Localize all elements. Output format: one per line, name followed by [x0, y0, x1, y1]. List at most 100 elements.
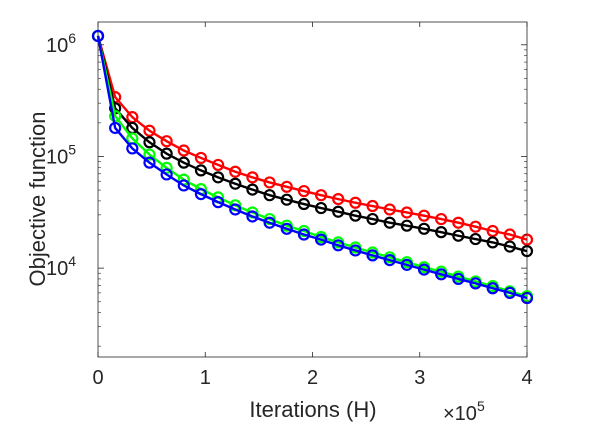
data-point-series-2 — [400, 219, 413, 232]
y-tick-label: 104 — [46, 253, 76, 280]
data-point-series-4 — [503, 286, 516, 299]
data-point-series-2 — [349, 209, 362, 222]
x-tick-label: 3 — [414, 367, 425, 389]
data-point-series-1 — [160, 135, 173, 148]
data-point-series-1 — [366, 199, 379, 213]
data-point-series-1 — [229, 165, 242, 178]
data-point-series-2 — [332, 205, 345, 218]
series-line-1 — [96, 35, 528, 241]
data-point-series-4 — [109, 121, 122, 135]
data-point-series-4 — [366, 249, 379, 262]
y-axis-label: Objective function — [25, 112, 50, 287]
data-point-series-2 — [503, 240, 516, 253]
plot-frame — [97, 21, 528, 358]
data-point-series-2 — [469, 232, 482, 246]
data-point-series-1 — [383, 203, 396, 216]
x-tick-label: 4 — [521, 367, 532, 389]
data-point-series-1 — [143, 124, 156, 137]
data-point-series-4 — [486, 282, 499, 295]
data-point-series-1 — [280, 180, 293, 193]
y-tick-exponent: 6 — [68, 30, 76, 46]
data-point-series-1 — [212, 158, 225, 172]
data-point-series-2 — [246, 183, 259, 196]
data-point-series-4 — [160, 168, 173, 181]
series-line-2 — [96, 35, 528, 253]
y-tick-label: 105 — [46, 141, 76, 168]
data-point-series-4 — [177, 179, 190, 192]
data-point-series-2 — [452, 229, 465, 242]
data-point-series-2 — [486, 236, 499, 249]
data-point-series-4 — [469, 277, 482, 290]
data-point-series-2 — [212, 171, 225, 184]
data-point-series-1 — [469, 220, 482, 233]
data-point-series-1 — [263, 176, 276, 189]
data-point-series-4 — [246, 210, 259, 223]
data-point-series-3 — [297, 224, 311, 238]
data-point-series-4 — [280, 222, 293, 235]
data-point-series-2 — [177, 156, 190, 169]
data-point-series-4 — [126, 142, 139, 155]
data-point-series-1 — [332, 193, 345, 206]
data-point-series-4 — [417, 263, 431, 276]
y-tick-base: 10 — [46, 35, 68, 57]
y-tick-base: 10 — [46, 146, 68, 168]
data-point-series-4 — [383, 253, 396, 267]
data-point-series-2 — [263, 189, 276, 202]
data-point-series-1 — [400, 206, 413, 219]
x-multiplier-base: ×10 — [443, 403, 477, 425]
data-point-series-4 — [297, 228, 311, 241]
data-point-series-4 — [91, 29, 105, 43]
data-point-series-1 — [177, 144, 190, 157]
data-point-series-1 — [417, 209, 431, 222]
x-tick-label: 1 — [200, 367, 211, 389]
data-point-series-3 — [109, 109, 122, 123]
data-point-series-2 — [435, 226, 448, 239]
data-point-series-2 — [160, 147, 173, 160]
data-point-series-4 — [263, 216, 276, 229]
y-tick-base: 10 — [46, 258, 68, 280]
data-point-series-1 — [435, 212, 448, 226]
data-point-series-4 — [314, 233, 328, 246]
plot-area — [91, 21, 534, 358]
x-tick-label: 2 — [307, 367, 318, 389]
data-point-series-4 — [332, 239, 345, 252]
x-multiplier-exponent: 5 — [477, 398, 485, 414]
x-axis-label: Iterations (H) — [249, 397, 376, 422]
data-point-series-1 — [314, 189, 328, 202]
data-point-series-3 — [263, 212, 276, 226]
data-point-series-2 — [229, 177, 242, 190]
y-tick-label: 106 — [46, 30, 76, 57]
y-tick-exponent: 4 — [68, 253, 76, 269]
data-point-series-1 — [349, 196, 362, 209]
data-point-series-1 — [452, 216, 465, 229]
data-point-series-4 — [143, 156, 156, 169]
data-point-series-2 — [383, 216, 396, 229]
series-line-4 — [96, 35, 528, 300]
data-point-series-2 — [280, 193, 293, 206]
data-point-series-3 — [160, 161, 173, 174]
data-point-series-2 — [297, 197, 311, 211]
data-point-series-1 — [503, 228, 516, 241]
data-point-series-4 — [435, 268, 448, 281]
data-point-series-4 — [194, 188, 208, 201]
y-tick-exponent: 5 — [68, 141, 76, 157]
data-point-series-2 — [143, 136, 156, 149]
data-point-series-1 — [246, 171, 259, 184]
data-point-series-4 — [452, 272, 465, 286]
data-point-series-4 — [229, 203, 242, 216]
data-point-series-3 — [143, 148, 156, 161]
x-axis-multiplier: ×105 — [443, 398, 485, 425]
data-point-series-2 — [314, 201, 328, 215]
data-point-series-2 — [366, 212, 379, 226]
data-point-series-1 — [297, 184, 311, 198]
data-point-series-1 — [486, 224, 499, 238]
data-point-series-4 — [349, 244, 362, 257]
data-point-series-4 — [212, 196, 225, 209]
data-point-series-2 — [520, 245, 534, 258]
data-point-series-2 — [194, 164, 208, 177]
data-point-series-1 — [194, 151, 208, 165]
x-tick-label: 0 — [92, 367, 103, 389]
data-point-series-4 — [400, 258, 413, 271]
